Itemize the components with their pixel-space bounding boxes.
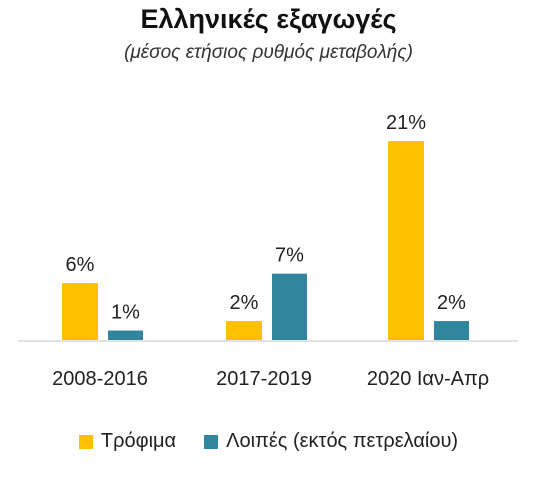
labels-layer: 6% 1% 2008-2016 2% 7% 2017-2019 21% 2% 2020 Ιαν-…: [52, 112, 489, 390]
category-label-0: 2008-2016: [52, 368, 148, 390]
data-label-0-0: 6%: [66, 254, 95, 276]
bars-layer: [62, 141, 469, 340]
data-label-0-2: 21%: [386, 112, 426, 134]
chart-title: Ελληνικές εξαγωγές: [140, 4, 397, 34]
legend-swatch-series-1: [204, 434, 219, 449]
bar-0-0: [62, 283, 98, 340]
bar-1-2: [434, 321, 469, 340]
category-label-2: 2020 Ιαν-Απρ: [367, 368, 489, 390]
category-label-1: 2017-2019: [216, 368, 312, 390]
bar-1-1: [272, 273, 307, 340]
bar-0-1: [226, 321, 262, 340]
chart-subtitle: (μέσος ετήσιος ρυθμός μεταβολής): [124, 42, 413, 63]
legend-item-series-0: Τρόφιμα: [78, 430, 177, 453]
legend-swatch-series-0: [78, 434, 93, 449]
data-label-0-1: 2%: [230, 292, 259, 314]
data-label-1-1: 7%: [275, 245, 304, 267]
legend-label-series-0: Τρόφιμα: [100, 430, 177, 452]
data-label-1-0: 1%: [111, 302, 140, 324]
bar-0-2: [388, 141, 424, 340]
legend-item-series-1: Λοιπές (εκτός πετρελαίου): [204, 430, 458, 453]
legend: Τρόφιμα Λοιπές (εκτός πετρελαίου): [0, 430, 537, 453]
data-label-1-2: 2%: [437, 292, 466, 314]
legend-label-series-1: Λοιπές (εκτός πετρελαίου): [226, 430, 459, 452]
bar-1-0: [108, 330, 143, 340]
